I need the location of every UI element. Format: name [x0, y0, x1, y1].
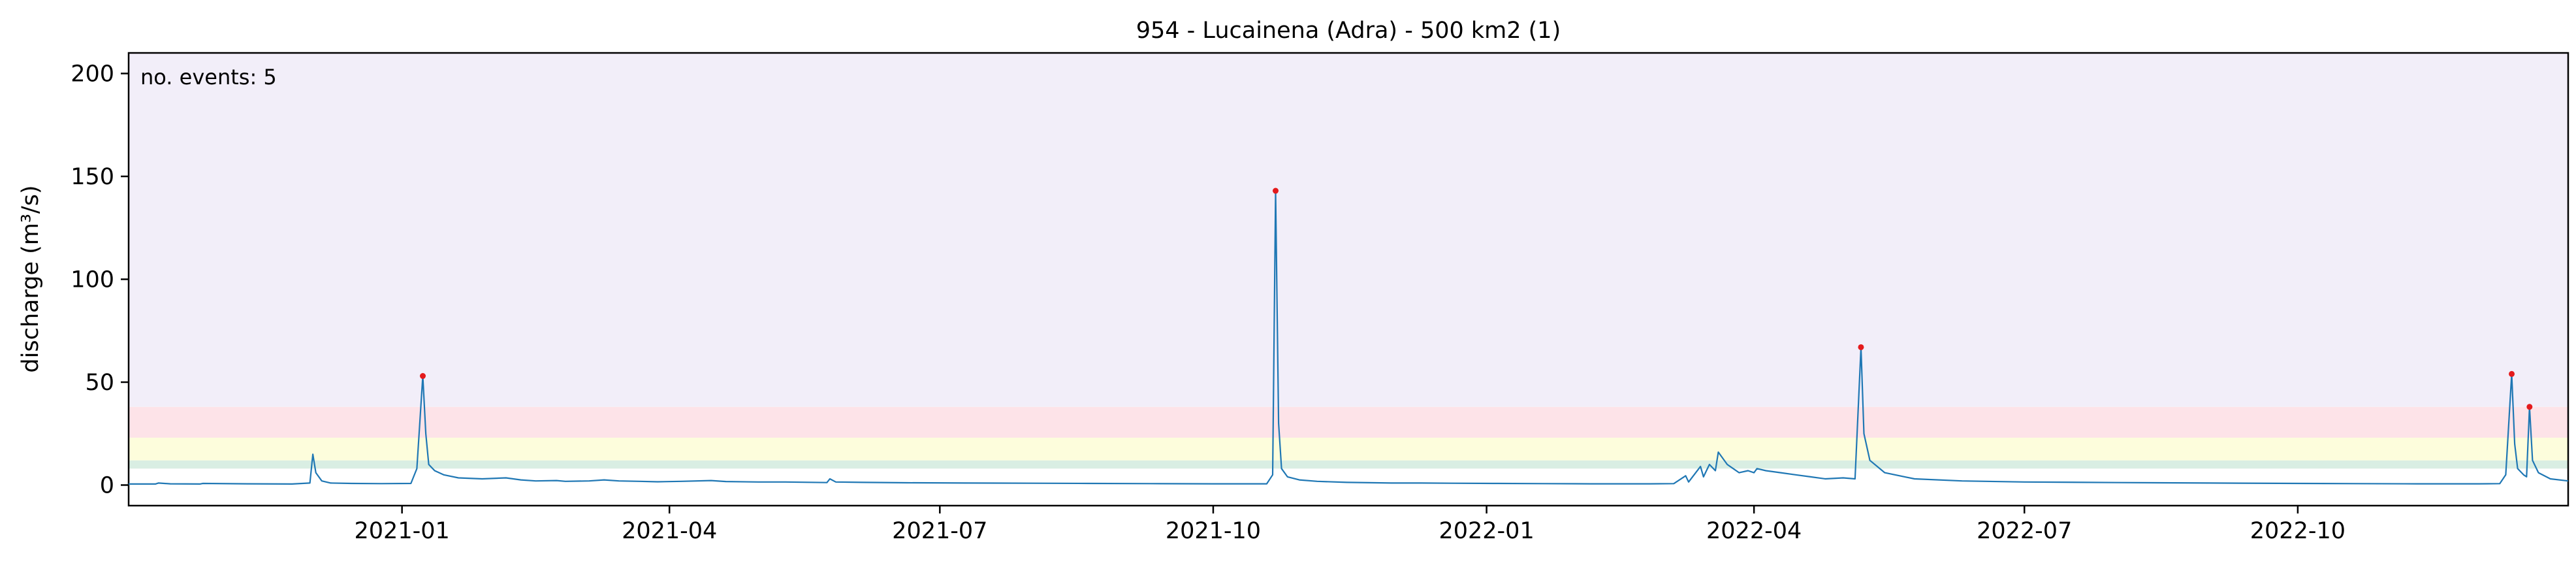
events-count-annotation: no. events: 5 [140, 65, 277, 89]
threshold-bands [129, 53, 2568, 469]
band-yellow [129, 438, 2568, 461]
x-tick-label: 2022-04 [1706, 518, 1802, 544]
event-point [1858, 344, 1864, 350]
discharge-line [129, 190, 2569, 485]
event-point [2509, 370, 2515, 377]
y-tick-label: 200 [71, 61, 114, 88]
data-series [129, 190, 2569, 485]
x-axis: 2021-01 2021-04 2021-07 2021-10 2022-01 2022-… [355, 506, 2345, 544]
x-tick-label: 2021-07 [892, 518, 987, 544]
event-point [420, 373, 426, 380]
x-tick-label: 2021-01 [355, 518, 450, 544]
y-tick-label: 100 [71, 267, 114, 293]
y-tick-label: 150 [71, 164, 114, 190]
y-axis-label: discharge (m³/s) [18, 185, 44, 372]
band-green [129, 460, 2568, 469]
y-tick-label: 50 [85, 370, 114, 396]
band-purple [129, 53, 2568, 407]
y-tick-label: 0 [100, 473, 114, 499]
event-point [1273, 187, 1279, 194]
band-red [129, 406, 2568, 438]
x-tick-label: 2021-04 [622, 518, 717, 544]
x-tick-label: 2021-10 [1166, 518, 1261, 544]
y-axis: 0 50 100 150 200 [71, 61, 129, 499]
chart-title: 954 - Lucainena (Adra) - 500 km2 (1) [1136, 18, 1561, 44]
event-markers [420, 187, 2533, 410]
x-tick-label: 2022-01 [1439, 518, 1534, 544]
x-tick-label: 2022-10 [2250, 518, 2345, 544]
event-point [2526, 404, 2533, 410]
x-tick-label: 2022-07 [1977, 518, 2072, 544]
